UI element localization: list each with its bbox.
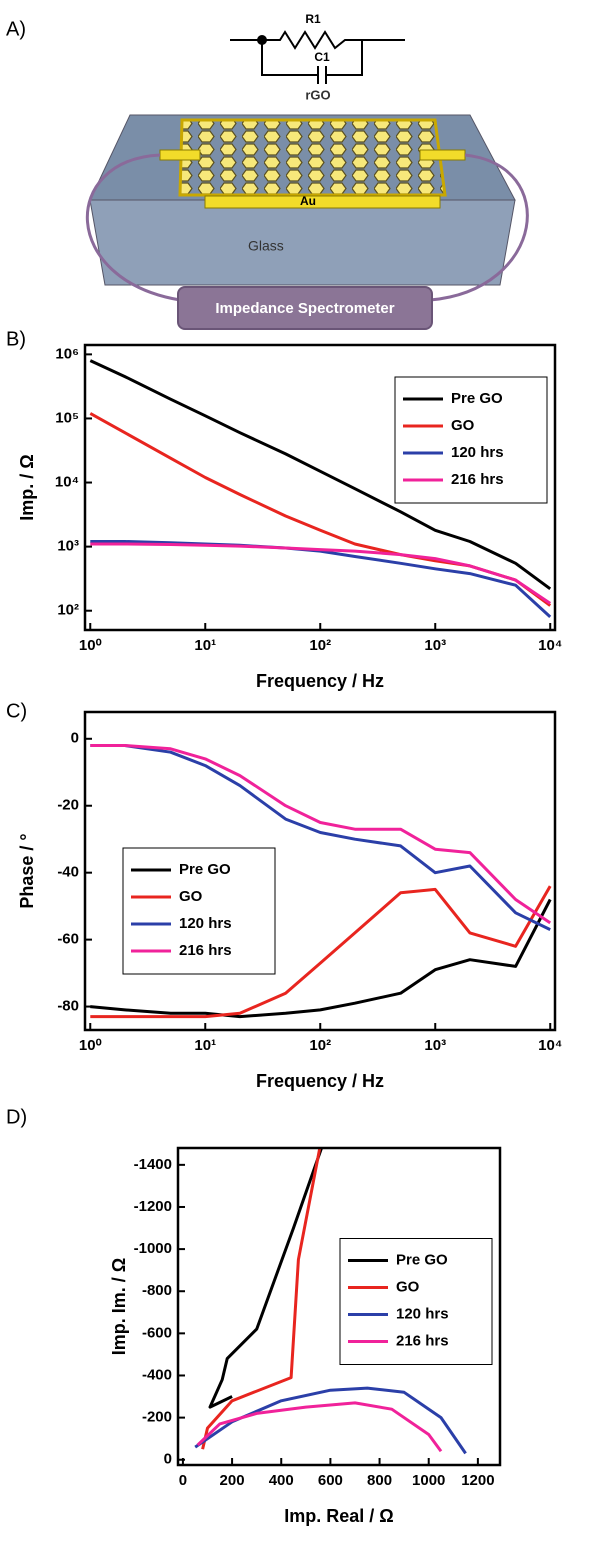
y-axis-title: Imp. / Ω [17, 454, 37, 520]
electrode-right [419, 149, 466, 161]
x-tick-label: 10³ [424, 637, 446, 654]
legend: Pre GO GO 120 hrs 216 hrs [394, 376, 548, 504]
y-tick-label: -1200 [134, 1198, 172, 1215]
legend-label: GO [451, 417, 475, 434]
panel-label: B) [6, 328, 26, 350]
plot-frame [83, 343, 557, 632]
x-tick-label: 10⁴ [538, 637, 562, 654]
y-tick-label: -1000 [134, 1240, 172, 1257]
x-tick-label: 0 [179, 1472, 187, 1489]
series-line [90, 542, 552, 605]
series-line [89, 359, 552, 591]
x-tick-label: 10² [309, 1037, 331, 1054]
legend-label: 120 hrs [451, 444, 504, 461]
y-tick-label: -200 [142, 1409, 172, 1426]
y-tick-label: -1400 [134, 1156, 172, 1173]
x-axis-title: Frequency / Hz [256, 1071, 384, 1091]
legend-label: 216 hrs [396, 1332, 449, 1349]
legend-label: GO [179, 888, 203, 905]
x-tick-label: 200 [220, 1472, 245, 1489]
y-tick-label: -60 [57, 931, 79, 948]
capacitor-wire [261, 40, 363, 84]
y-axis-title: Imp. Im. / Ω [109, 1258, 129, 1355]
series-line [90, 540, 552, 619]
chart: B) Frequency / Hz Imp. / Ω 10⁰ 10¹ 10² 10³ 10⁴ 1… [6, 328, 562, 690]
plot-frame [176, 1146, 502, 1467]
legend-label: GO [396, 1278, 420, 1295]
series-line [201, 1148, 322, 1450]
legend: Pre GO GO 120 hrs 216 hrs [122, 847, 276, 975]
spectrometer-box [177, 286, 433, 330]
y-tick-label: 10⁵ [55, 409, 79, 426]
x-axis-title: Imp. Real / Ω [284, 1506, 393, 1526]
panel-label: C) [6, 700, 27, 722]
gold-bar [204, 195, 441, 209]
panel-label: A) [6, 18, 26, 40]
y-axis-title: Phase / ° [17, 833, 37, 908]
y-tick-label: -400 [142, 1366, 172, 1383]
x-tick-label: 1200 [461, 1472, 494, 1489]
legend-label: Pre GO [451, 390, 503, 407]
y-tick-label: 0 [164, 1451, 172, 1468]
series-line [90, 885, 552, 1019]
plot-frame [83, 710, 557, 1032]
x-tick-label: 10⁰ [79, 1037, 102, 1054]
series-line [90, 744, 551, 931]
y-tick-label: -20 [57, 797, 79, 814]
x-tick-label: 10⁰ [79, 637, 102, 654]
wire-left [85, 153, 181, 302]
legend-label: 216 hrs [451, 471, 504, 488]
series-line [90, 744, 552, 925]
wire-right [429, 153, 529, 302]
series-line [208, 1148, 324, 1409]
x-tick-label: 600 [318, 1472, 343, 1489]
y-tick-label: -600 [142, 1324, 172, 1341]
x-axis-title: Frequency / Hz [256, 671, 384, 691]
y-tick-label: 10³ [57, 538, 79, 555]
chart: D) Imp. Real / Ω Imp. Im. / Ω 0 200 400 600 800… [6, 1106, 502, 1526]
x-tick-label: 400 [269, 1472, 294, 1489]
legend-label: 120 hrs [179, 915, 232, 932]
x-tick-label: 10⁴ [538, 1037, 562, 1054]
y-tick-label: 10² [57, 602, 79, 619]
c1-label: C1 [314, 50, 330, 64]
legend-label: 216 hrs [179, 942, 232, 959]
chart: C) Frequency / Hz Phase / ° 10⁰ 10¹ 10² 10³ 10⁴… [6, 700, 562, 1090]
y-tick-label: 10⁴ [55, 474, 79, 491]
x-tick-label: 10¹ [194, 1037, 216, 1054]
x-tick-label: 800 [367, 1472, 392, 1489]
x-tick-label: 1000 [412, 1472, 445, 1489]
y-tick-label: -40 [57, 864, 79, 881]
spectrometer-label: Impedance Spectrometer [215, 300, 394, 317]
au-label: Au [300, 194, 316, 208]
y-tick-label: 10⁶ [55, 345, 79, 362]
x-tick-label: 10² [309, 637, 331, 654]
glass-label: Glass [248, 238, 284, 254]
panel-label: D) [6, 1106, 27, 1128]
y-tick-label: 0 [71, 730, 79, 747]
panel-a: A) R1 C1 rGO Glass Au Impedance Spectrom… [6, 12, 529, 330]
r1-label: R1 [305, 12, 321, 26]
legend-label: 120 hrs [396, 1305, 449, 1322]
legend-label: Pre GO [396, 1251, 448, 1268]
glass-front [89, 199, 516, 286]
x-tick-label: 10¹ [194, 637, 216, 654]
rgo-label: rGO [305, 87, 330, 102]
series-line [196, 1401, 443, 1453]
electrode-left [159, 149, 201, 161]
legend-label: Pre GO [179, 861, 231, 878]
y-tick-label: -80 [57, 998, 79, 1015]
series-line [90, 898, 552, 1019]
rgo-film [178, 118, 447, 197]
legend: Pre GO GO 120 hrs 216 hrs [339, 1238, 493, 1365]
resistor-wire [230, 30, 405, 50]
x-tick-label: 10³ [424, 1037, 446, 1054]
y-tick-label: -800 [142, 1282, 172, 1299]
